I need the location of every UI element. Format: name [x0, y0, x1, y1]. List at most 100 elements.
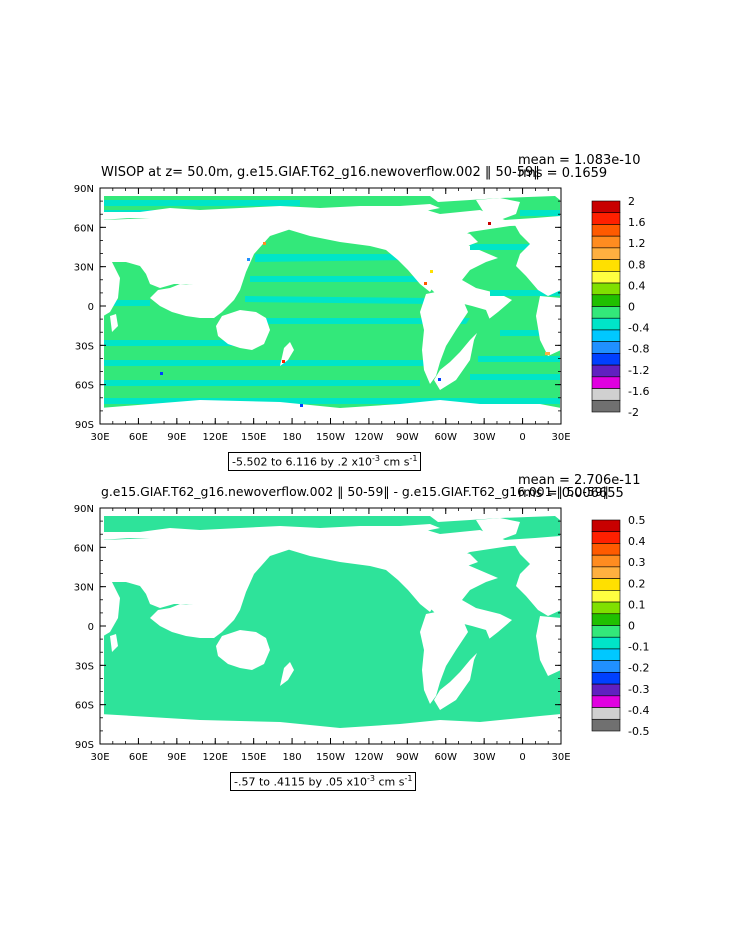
panel1-range-exp: -3	[371, 454, 380, 463]
map1-lon-label: 90W	[396, 432, 419, 443]
colorbar1-label: 1.2	[628, 237, 646, 250]
colorbar1-swatch	[591, 294, 621, 307]
panel2-range-text: -.57 to .4115 by .05 x10	[234, 775, 367, 789]
colorbar2-swatch	[591, 718, 621, 732]
map2-lon-label: 150W	[316, 752, 345, 763]
panel1-mean: mean = 1.083e-10	[518, 153, 641, 168]
colorbar2-swatch	[591, 543, 621, 556]
map2-lat-label: 0	[88, 622, 94, 633]
colorbar2: 0.5 0.4 0.3 0.2 0.1 0 -0.1 -0.2 -0.3 -0.4 -0.5	[591, 514, 649, 738]
colorbar2-label: 0	[628, 620, 635, 633]
colorbar2-label: 0.2	[628, 577, 646, 590]
map1-lon-label: 30W	[473, 432, 496, 443]
colorbar1-swatch	[591, 212, 621, 225]
map1-lon-label: 120W	[354, 432, 383, 443]
map2-lon-label: 120W	[354, 752, 383, 763]
map1-lon-label: 30E	[551, 432, 570, 443]
panel2-range-units: cm s	[374, 775, 405, 789]
colorbar1-label: -1.2	[628, 364, 649, 377]
colorbar2-label: -0.3	[628, 683, 649, 696]
colorbar2-label: -0.2	[628, 662, 649, 675]
map1-coast-speckles	[160, 222, 550, 407]
map1-lon-label: 120E	[203, 432, 228, 443]
map1-lat-label: 60N	[74, 223, 94, 234]
colorbar1-swatch	[591, 353, 621, 366]
colorbar1-swatch	[591, 271, 621, 284]
map1-lat-label: 0	[88, 302, 94, 313]
colorbar1-swatch	[591, 364, 621, 378]
colorbar1-swatch	[591, 200, 621, 214]
colorbar2-swatch	[591, 578, 621, 591]
colorbar1-swatch	[591, 306, 621, 319]
panel2-mean: mean = 2.706e-11	[518, 473, 641, 488]
colorbar1-swatch	[591, 235, 621, 249]
colorbar1-swatch	[591, 282, 621, 296]
colorbar2-label: -0.1	[628, 641, 649, 654]
colorbar2-swatch	[591, 648, 621, 661]
colorbar1-swatch	[591, 247, 621, 260]
colorbar1: 2 1.6 1.2 0.8 0.4 0 -0.4 -0.8 -1.2 -1.6 -2	[591, 195, 649, 419]
colorbar2-swatch	[591, 601, 621, 615]
map2-lon-label: 30E	[551, 752, 570, 763]
map2-lon-label: 0	[519, 752, 525, 763]
colorbar1-swatch	[591, 224, 621, 237]
map1-lon-label: 150E	[241, 432, 266, 443]
colorbar1-label: -1.6	[628, 385, 649, 398]
colorbar1-swatch	[591, 259, 621, 272]
map1-lat-label: 30S	[75, 341, 94, 352]
colorbar2-label: 0.1	[628, 598, 646, 611]
colorbar1-label: 0.4	[628, 279, 646, 292]
colorbar2-label: -0.5	[628, 725, 649, 738]
panel1-rms: rms = 0.1659	[518, 166, 608, 181]
panel2-range-box: -.57 to .4115 by .05 x10-3 cm s-1	[230, 772, 417, 791]
map1-lon-label: 60W	[434, 432, 457, 443]
map1-land	[100, 198, 561, 424]
map2-lat-label: 90S	[75, 740, 94, 751]
map2	[99, 507, 562, 745]
colorbar2-swatch	[591, 695, 621, 708]
map2-lon-label: 90E	[167, 752, 186, 763]
colorbar1-swatch	[591, 376, 621, 389]
colorbar2-swatch	[591, 660, 621, 673]
colorbar2-swatch	[591, 590, 621, 603]
panel2-title: g.e15.GIAF.T62_g16.newoverflow.002 ‖ 50-…	[101, 484, 609, 499]
colorbar2-swatch	[591, 683, 621, 697]
map2-lat-label: 30S	[75, 661, 94, 672]
panel1-range-box: -5.502 to 6.116 by .2 x10-3 cm s-1	[228, 452, 422, 471]
panel2-rms: rms = 0.006655	[518, 486, 624, 501]
colorbar2-swatch	[591, 554, 621, 568]
colorbar2-swatch	[591, 625, 621, 638]
colorbar2-swatch	[591, 519, 621, 533]
colorbar1-label: 0	[628, 301, 635, 314]
map1	[99, 187, 562, 425]
map1-lon-label: 0	[519, 432, 525, 443]
colorbar1-label: -2	[628, 406, 639, 419]
colorbar1-swatch	[591, 388, 621, 401]
panel1-range-units: cm s	[379, 455, 410, 469]
map2-lon-label: 120E	[203, 752, 228, 763]
map1-lat-label: 90S	[75, 420, 94, 431]
map2-lon-label: 30W	[473, 752, 496, 763]
colorbar1-label: 0.8	[628, 258, 646, 271]
colorbar1-label: -0.8	[628, 343, 649, 356]
map2-lon-label: 150E	[241, 752, 266, 763]
panel2-range-exp: -3	[366, 774, 375, 783]
map2-lon-label: 180	[283, 752, 302, 763]
panel1-range-units-exp: -1	[409, 454, 418, 463]
colorbar1-label: -0.4	[628, 322, 649, 335]
colorbar2-swatch	[591, 613, 621, 626]
map2-lat-label: 60N	[74, 543, 94, 554]
colorbar1-swatch	[591, 399, 621, 413]
map1-lon-label: 60E	[129, 432, 148, 443]
colorbar2-label: -0.4	[628, 704, 649, 717]
colorbar1-swatch	[591, 341, 621, 354]
colorbar2-label: 0.4	[628, 535, 646, 548]
colorbar2-swatch	[591, 566, 621, 579]
colorbar2-swatch	[591, 636, 621, 650]
map2-lat-label: 30N	[74, 583, 94, 594]
colorbar1-label: 1.6	[628, 216, 646, 229]
colorbar2-swatch	[591, 672, 621, 685]
colorbar2-swatch	[591, 531, 621, 544]
